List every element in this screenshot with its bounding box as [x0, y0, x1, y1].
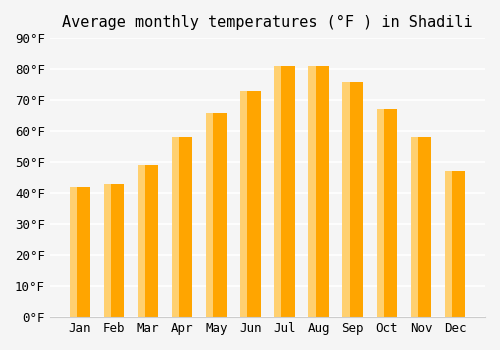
Bar — [376, 110, 384, 317]
Bar — [376, 110, 397, 317]
Bar — [104, 184, 124, 317]
Bar — [342, 82, 363, 317]
Bar — [410, 137, 418, 317]
Bar — [240, 91, 248, 317]
Bar — [206, 113, 227, 317]
Bar — [138, 165, 158, 317]
Bar — [308, 66, 329, 317]
Bar — [445, 172, 452, 317]
Bar — [308, 66, 316, 317]
Bar — [240, 91, 260, 317]
Title: Average monthly temperatures (°F ) in Shadili: Average monthly temperatures (°F ) in Sh… — [62, 15, 472, 30]
Bar — [70, 187, 77, 317]
Bar — [172, 137, 193, 317]
Bar — [445, 172, 465, 317]
Bar — [274, 66, 294, 317]
Bar — [206, 113, 213, 317]
Bar — [342, 82, 349, 317]
Bar — [410, 137, 431, 317]
Bar — [104, 184, 111, 317]
Bar — [70, 187, 90, 317]
Bar — [274, 66, 281, 317]
Bar — [172, 137, 179, 317]
Bar — [138, 165, 145, 317]
